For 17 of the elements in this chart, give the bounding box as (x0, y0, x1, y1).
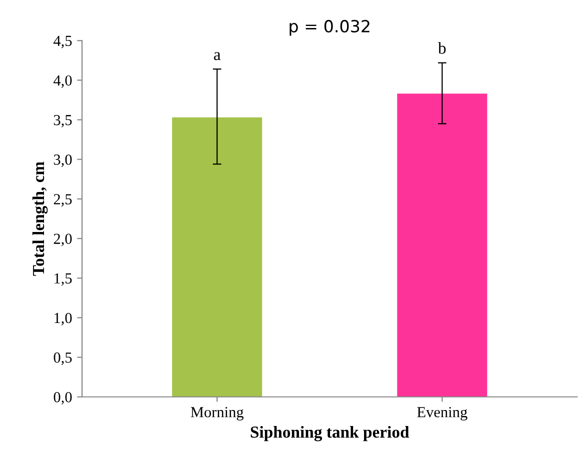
annotation: a (214, 52, 221, 60)
annotation: b (438, 42, 446, 54)
x-tick-label: Morning (190, 407, 244, 420)
y-tick-label: 0,5 (54, 352, 72, 365)
y-tick-label: 4,0 (54, 75, 72, 88)
y-tick-label: 2,0 (54, 234, 72, 246)
x-tick-label: Evening (417, 407, 468, 420)
y-tick-label: 0,0 (54, 392, 72, 405)
y-tick-label: 3,0 (54, 154, 72, 168)
y-tick-label: 1,5 (54, 273, 72, 286)
y-tick-label: 4,5 (54, 36, 72, 48)
y-tick-label: 2,5 (54, 194, 72, 207)
y-tick-label: 3,5 (54, 114, 72, 128)
x-axis-title: Siphoning tank period (250, 426, 410, 442)
chart-title: p = 0.032 (290, 20, 370, 36)
y-axis-title: Total length, cm (32, 162, 48, 276)
y-tick-label: 1,0 (54, 312, 72, 326)
